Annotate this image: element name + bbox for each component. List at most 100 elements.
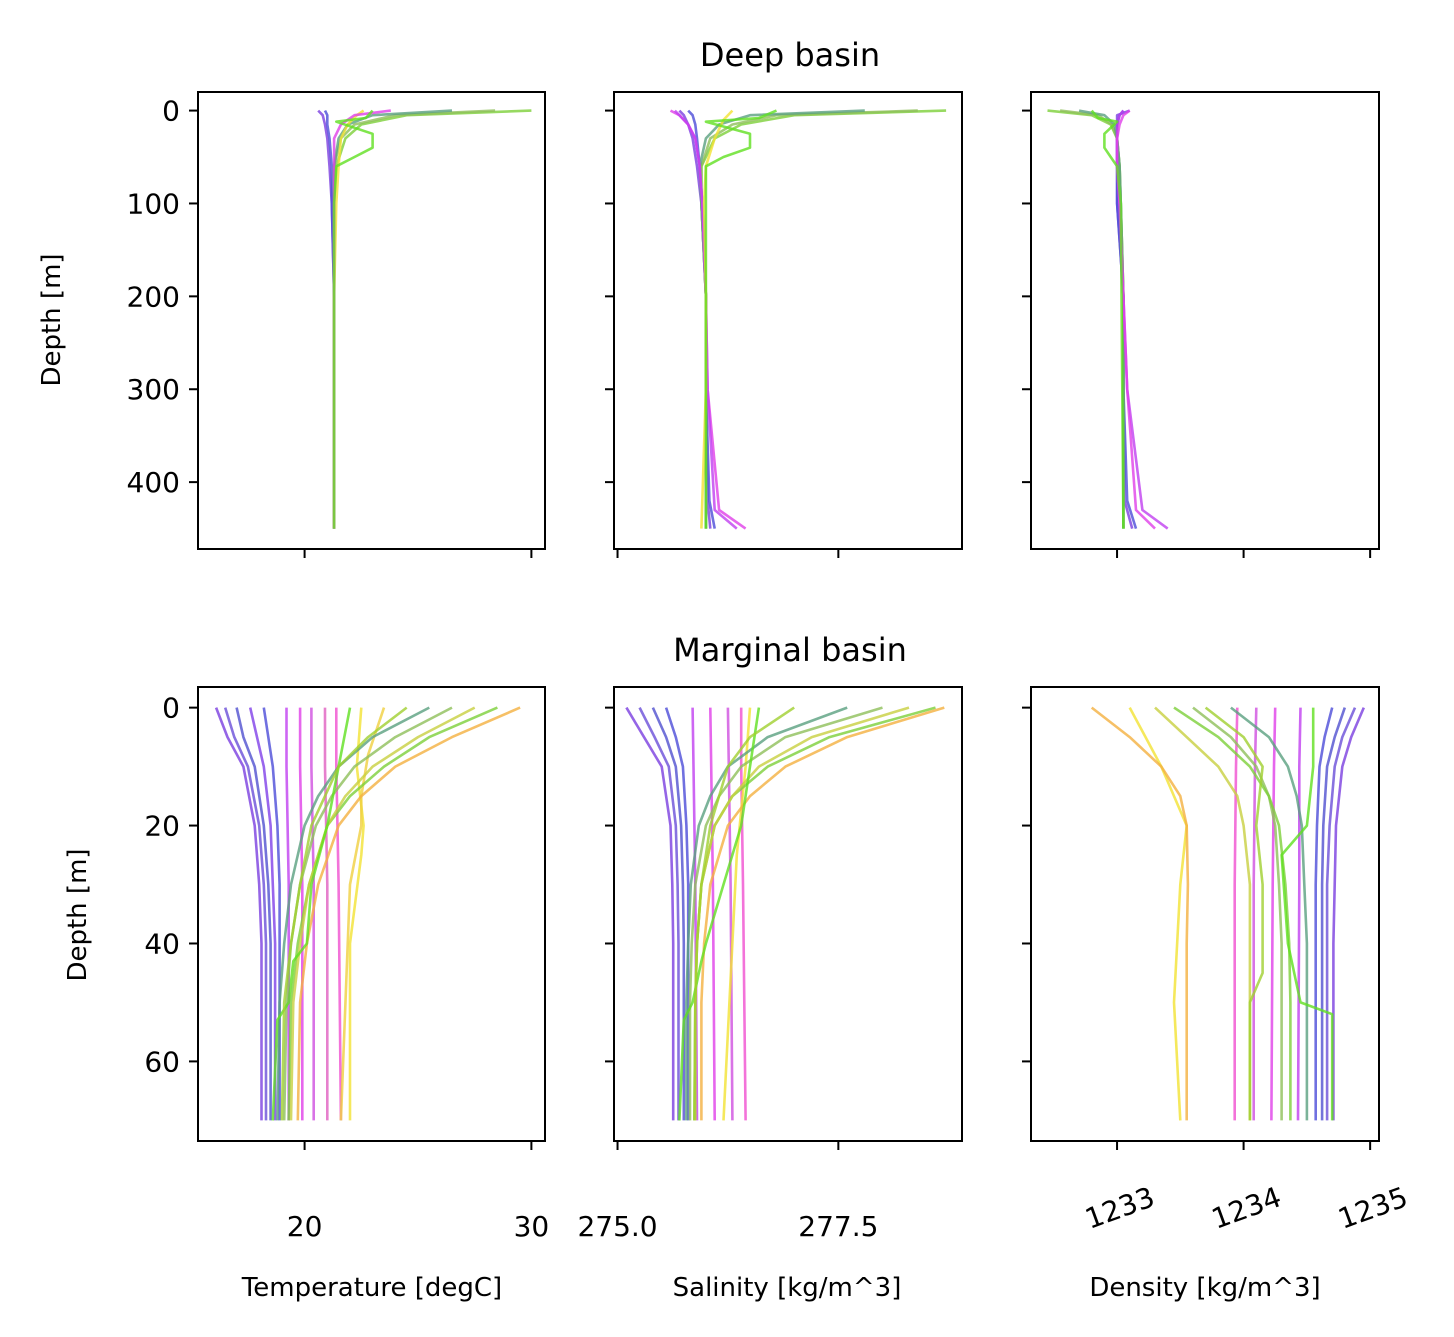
marginal-density-series-line xyxy=(1233,707,1239,1121)
deep-temperature-series-line xyxy=(332,109,391,529)
marginal-density-series-line xyxy=(1173,706,1292,1121)
marginal-density-series-line xyxy=(1090,706,1190,1121)
marginal-basin-title: Marginal basin xyxy=(673,631,907,669)
marginal-salinity-frame xyxy=(613,686,963,1142)
deep-temperature-ytick-label: 100 xyxy=(127,187,180,220)
deep-temperature-panel: 0 100 200 300 400 xyxy=(127,91,546,558)
deep-density-frame xyxy=(1030,91,1380,550)
marginal-density-series-line xyxy=(1332,707,1365,1121)
marginal-temperature-frame xyxy=(197,686,546,1142)
marginal-ylabel: Depth [m] xyxy=(63,848,93,981)
marginal-density-series-line xyxy=(1154,706,1252,1121)
deep-temperature-ytick-label: 200 xyxy=(127,280,180,313)
marginal-salinity-series-line xyxy=(685,706,848,1121)
deep-temperature-series-line xyxy=(332,109,496,529)
marginal-temperature-series-line xyxy=(223,707,268,1121)
deep-salinity-series-line xyxy=(704,109,778,529)
marginal-salinity-series-line xyxy=(709,707,716,1121)
marginal-temperature-series-line xyxy=(323,707,329,1121)
deep-salinity-series-line xyxy=(700,109,947,529)
temperature-xlabel: Temperature [degC] xyxy=(241,1273,502,1303)
deep-temperature-ytick-label: 400 xyxy=(127,466,180,499)
deep-salinity-series-line xyxy=(700,109,918,529)
deep-salinity-series-line xyxy=(673,109,738,530)
marginal-salinity-series-line xyxy=(700,706,945,1121)
marginal-temperature-series-line xyxy=(298,707,304,1121)
density-xlabel: Density [kg/m^3] xyxy=(1089,1273,1320,1303)
marginal-temperature-series-line xyxy=(248,707,277,1121)
marginal-density-xtick-label: 1235 xyxy=(1334,1180,1412,1235)
marginal-temperature-ytick-label: 60 xyxy=(144,1045,180,1078)
deep-temperature-ytick-label: 0 xyxy=(162,95,180,128)
marginal-temperature-series-line xyxy=(348,707,365,1121)
marginal-temperature-series-line xyxy=(282,706,453,1121)
marginal-salinity-series-line xyxy=(664,707,690,1121)
deep-density-series-line xyxy=(1090,109,1125,529)
marginal-temperature-series-line xyxy=(339,707,386,1121)
marginal-density-series-line xyxy=(1314,707,1334,1121)
deep-temperature-series-group xyxy=(317,109,532,529)
marginal-temperature-ytick-label: 20 xyxy=(144,810,180,843)
deep-density-series-line xyxy=(1078,109,1125,529)
marginal-salinity-series-line xyxy=(693,706,795,1121)
deep-density-series-line xyxy=(1059,109,1125,529)
marginal-density-panel: 1233 1234 1235 xyxy=(1022,686,1412,1236)
marginal-temperature-series-line xyxy=(280,706,408,1121)
marginal-temperature-ytick-label: 0 xyxy=(162,692,180,725)
marginal-density-series-group xyxy=(1090,706,1365,1121)
marginal-salinity-series-group xyxy=(625,706,945,1121)
marginal-temperature-panel: 0 20 40 60 20 30 xyxy=(144,686,550,1243)
marginal-density-series-line xyxy=(1204,706,1264,1121)
marginal-density-series-line xyxy=(1320,707,1347,1121)
deep-salinity-series-line xyxy=(698,109,865,529)
deep-density-series-line xyxy=(1047,109,1125,529)
marginal-salinity-xtick-label: 275.0 xyxy=(577,1210,657,1243)
salinity-xlabel: Salinity [kg/m^3] xyxy=(673,1273,902,1303)
deep-temperature-series-line xyxy=(332,109,365,529)
marginal-salinity-series-line xyxy=(638,707,680,1121)
marginal-temperature-series-line xyxy=(276,706,430,1121)
marginal-temperature-xtick-label: 30 xyxy=(514,1210,550,1243)
deep-temperature-frame xyxy=(197,91,546,550)
deep-density-series-group xyxy=(1047,109,1169,530)
marginal-density-frame xyxy=(1030,686,1380,1142)
marginal-temperature-series-line xyxy=(271,707,352,1121)
marginal-temperature-xtick-label: 20 xyxy=(287,1210,323,1243)
marginal-density-series-line xyxy=(1128,706,1188,1121)
deep-salinity-frame xyxy=(613,91,963,550)
marginal-temperature-series-line xyxy=(289,706,476,1121)
marginal-salinity-series-line xyxy=(722,707,752,1121)
marginal-temperature-series-line xyxy=(214,707,263,1121)
deep-temperature-series-line xyxy=(332,109,453,529)
marginal-density-series-line xyxy=(1252,707,1258,1121)
deep-salinity-series-group xyxy=(669,109,947,530)
deep-temperature-ytick-label: 300 xyxy=(127,373,180,406)
marginal-density-series-line xyxy=(1296,707,1302,1121)
marginal-density-series-line xyxy=(1192,706,1283,1121)
marginal-density-series-line xyxy=(1280,707,1334,1121)
marginal-salinity-series-line xyxy=(625,706,675,1121)
marginal-salinity-series-line xyxy=(651,707,686,1121)
deep-temperature-series-line xyxy=(332,109,532,529)
marginal-temperature-series-group xyxy=(214,706,521,1121)
marginal-temperature-series-line xyxy=(235,707,272,1121)
marginal-density-series-line xyxy=(1325,707,1357,1121)
marginal-density-xtick-label: 1234 xyxy=(1207,1180,1285,1235)
marginal-density-xtick-label: 1233 xyxy=(1081,1180,1159,1235)
marginal-density-series-line xyxy=(1270,707,1277,1121)
marginal-salinity-panel: 275.0 277.5 xyxy=(577,686,963,1243)
marginal-density-series-line xyxy=(1230,706,1309,1121)
marginal-salinity-series-line xyxy=(726,707,734,1121)
marginal-salinity-series-line xyxy=(678,707,761,1121)
marginal-temperature-ytick-label: 40 xyxy=(144,927,180,960)
marginal-salinity-series-line xyxy=(688,706,883,1121)
deep-ylabel: Depth [m] xyxy=(37,253,67,386)
marginal-salinity-xtick-label: 277.5 xyxy=(798,1210,878,1243)
deep-salinity-panel xyxy=(605,91,963,558)
marginal-temperature-series-line xyxy=(296,706,521,1121)
deep-density-panel xyxy=(1022,91,1380,558)
deep-basin-title: Deep basin xyxy=(700,36,880,74)
deep-temperature-series-line xyxy=(332,109,374,529)
